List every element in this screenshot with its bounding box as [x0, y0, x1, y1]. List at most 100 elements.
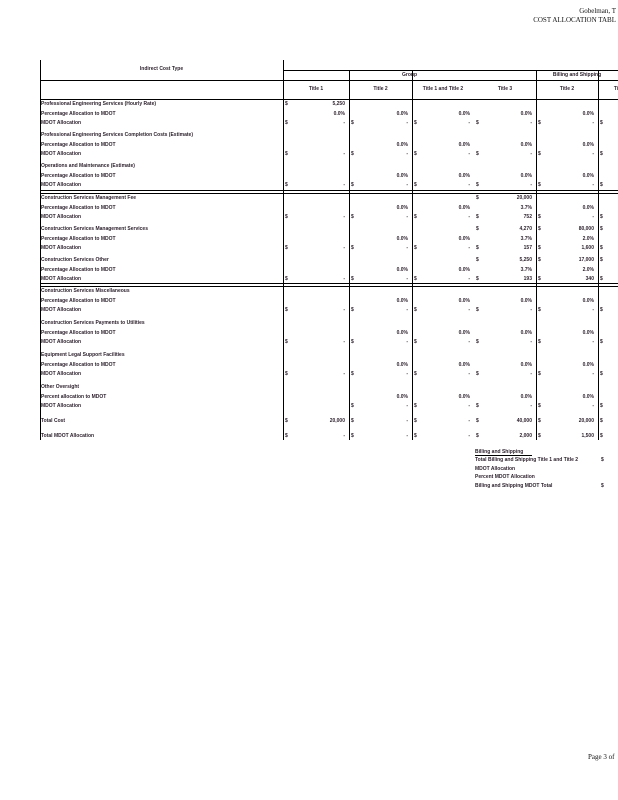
cell-value: -: [406, 433, 408, 439]
total-cell: $40,000: [476, 418, 532, 424]
row-label: MDOT Allocation: [41, 245, 82, 251]
row-label: Percent allocation to MDOT: [41, 393, 107, 400]
currency-symbol: $: [285, 339, 288, 345]
cell-value: -: [406, 418, 408, 424]
currency-symbol: $: [414, 120, 417, 126]
cell-value: -: [468, 307, 470, 313]
table-cell: $ -: [351, 307, 408, 313]
cell-value: -: [468, 120, 470, 126]
cell-value: -: [343, 371, 345, 377]
table-cell: $ -: [285, 151, 345, 157]
table-cell: $: [600, 307, 618, 313]
table-cell: $ -: [414, 120, 470, 126]
table-cell: $ -: [414, 371, 470, 377]
row-label: Percentage Allocation to MDOT: [41, 297, 116, 304]
table-cell: 0.0%: [582, 361, 594, 368]
table-cell: $193: [476, 276, 532, 282]
column-group-header: Billing and Shipping: [552, 72, 602, 78]
currency-symbol: $: [600, 307, 603, 313]
currency-symbol: $: [351, 276, 354, 282]
table-cell: 0.0%: [396, 235, 408, 242]
table-cell: 0.0%: [333, 110, 345, 117]
cell-value: -: [406, 307, 408, 313]
total-row-label: Total MDOT Allocation: [41, 433, 95, 439]
table-cell: 0.0%: [520, 141, 532, 148]
currency-symbol: $: [538, 403, 541, 409]
row-label: Construction Services Management Service…: [41, 226, 148, 232]
cell-value: -: [468, 403, 470, 409]
table-cell: 0.0%: [458, 141, 470, 148]
column-divider: [412, 70, 413, 440]
table-cell: $ -: [351, 151, 408, 157]
table-cell: 0.0%: [582, 393, 594, 400]
row-label: Percentage Allocation to MDOT: [41, 266, 116, 273]
table-cell: $ -: [351, 120, 408, 126]
currency-symbol: $: [351, 307, 354, 313]
cell-value: -: [530, 182, 532, 188]
cell-value: -: [468, 339, 470, 345]
currency-symbol: $: [414, 371, 417, 377]
table-cell: $ -: [414, 182, 470, 188]
column-group-header: Group: [402, 72, 417, 78]
table-cell: 0.0%: [458, 110, 470, 117]
row-label: MDOT Allocation: [41, 276, 82, 282]
currency-symbol: $: [600, 371, 603, 377]
column-divider: [536, 70, 537, 440]
cell-value: -: [468, 245, 470, 251]
cell-value: 80,000: [578, 226, 594, 232]
table-cell: 0.0%: [396, 297, 408, 304]
table-cell: $1,600: [538, 245, 594, 251]
summary-label: Percent MDOT Allocation: [475, 474, 535, 480]
table-cell: $ -: [476, 339, 532, 345]
cell-value: 5,250: [332, 101, 345, 107]
table-cell: 0.0%: [396, 329, 408, 336]
table-cell: $ -: [285, 182, 345, 188]
table-cell: $ -: [476, 307, 532, 313]
table-cell: $ -: [538, 214, 594, 220]
cell-value: -: [592, 151, 594, 157]
column-header: Title 1 and Title 2: [422, 86, 464, 92]
currency-symbol: $: [600, 245, 603, 251]
table-cell: $ -: [351, 182, 408, 188]
table-cell: 0.0%: [458, 266, 470, 273]
table-cell: $ -: [538, 403, 594, 409]
currency-symbol: $: [414, 245, 417, 251]
cell-value: 20,000: [578, 418, 594, 424]
table-cell: $ -: [414, 307, 470, 313]
currency-symbol: $: [476, 120, 479, 126]
row-label: Percentage Allocation to MDOT: [41, 141, 116, 148]
table-cell: $ -: [538, 120, 594, 126]
cell-value: -: [530, 403, 532, 409]
table-cell: $ -: [285, 339, 345, 345]
total-cell: $: [600, 433, 618, 439]
currency-symbol: $: [476, 276, 479, 282]
table-cell: 0.0%: [520, 172, 532, 179]
table-cell: $: [600, 257, 618, 263]
column-header: Title 2: [373, 86, 388, 92]
cell-value: -: [592, 371, 594, 377]
cell-value: -: [530, 307, 532, 313]
cell-value: -: [468, 182, 470, 188]
currency-symbol: $: [285, 307, 288, 313]
currency-symbol: $: [351, 182, 354, 188]
row-label: Percentage Allocation to MDOT: [41, 235, 116, 242]
currency-symbol: $: [414, 403, 417, 409]
cell-value: 193: [523, 276, 532, 282]
row-label: Construction Services Miscellaneous: [41, 288, 130, 294]
row-label: Percentage Allocation to MDOT: [41, 204, 116, 211]
row-label: Percentage Allocation to MDOT: [41, 329, 116, 336]
table-cell: $ -: [414, 245, 470, 251]
currency-symbol: $: [538, 339, 541, 345]
currency-symbol: $: [600, 214, 603, 220]
table-cell: 0.0%: [520, 297, 532, 304]
table-cell: 3.7%: [520, 235, 532, 242]
cell-value: -: [406, 151, 408, 157]
table-cell: $ -: [285, 245, 345, 251]
divider: [283, 70, 618, 71]
cell-value: 5,250: [519, 257, 532, 263]
currency-symbol: $: [538, 151, 541, 157]
currency-symbol: $: [538, 276, 541, 282]
currency-symbol: $: [351, 245, 354, 251]
label-column-header: Indirect Cost Type: [139, 66, 184, 72]
